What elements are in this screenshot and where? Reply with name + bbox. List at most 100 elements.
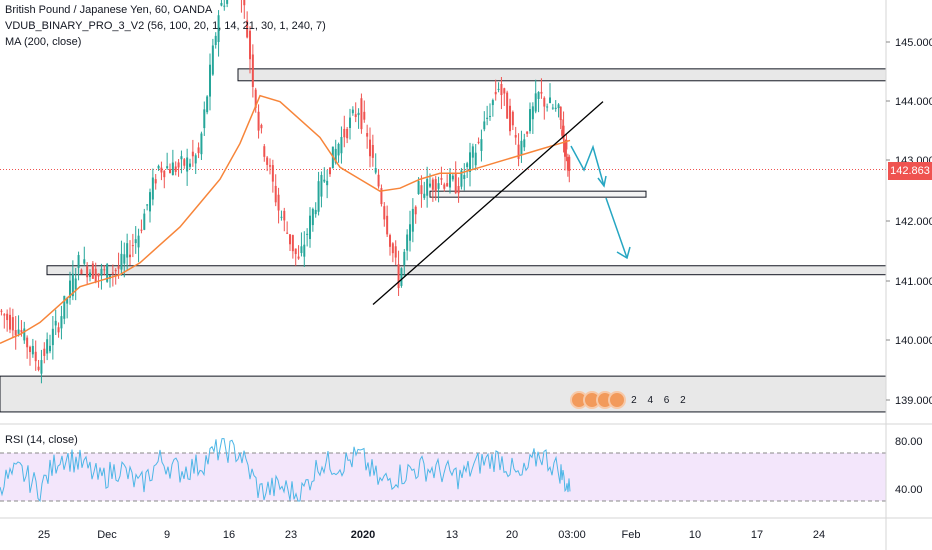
- candle-body: [357, 112, 360, 116]
- candle-body: [534, 93, 537, 112]
- candle-body: [77, 255, 80, 268]
- candle-body: [214, 35, 217, 45]
- indicator-vdub-label: VDUB_BINARY_PRO_3_V2 (56, 100, 20, 1, 14…: [5, 20, 326, 32]
- candle-body: [494, 91, 497, 95]
- candle-body: [57, 327, 60, 333]
- projection-arrow-path[interactable]: [605, 197, 628, 259]
- candle-body: [269, 165, 271, 167]
- rsi-tick-label: 40.00: [895, 484, 923, 496]
- candle-body: [546, 106, 549, 108]
- indicator-ma-label: MA (200, close): [5, 36, 82, 48]
- candle-body: [297, 256, 300, 259]
- time-tick-label: 9: [164, 529, 170, 541]
- time-tick-label: Dec: [97, 529, 117, 541]
- candle-body: [191, 151, 194, 157]
- event-badges[interactable]: 2 4 6 2: [570, 391, 690, 409]
- candle-body: [263, 146, 266, 157]
- candle-body: [11, 317, 14, 331]
- candle-body: [511, 111, 514, 126]
- candle-body: [460, 170, 463, 187]
- candle-body: [226, 0, 229, 4]
- candle-body: [311, 208, 314, 226]
- candle-body: [463, 175, 466, 180]
- candle-body: [469, 152, 471, 172]
- current-price-tag: 142.863: [888, 162, 932, 180]
- candle-body: [286, 232, 289, 234]
- sr-zone[interactable]: [237, 68, 887, 82]
- candle-body: [60, 316, 63, 329]
- trendline[interactable]: [372, 101, 604, 306]
- candle-body: [309, 215, 311, 239]
- candle-body: [157, 165, 160, 169]
- price-tick-label: 141.000: [895, 276, 932, 288]
- candle-body: [197, 147, 200, 154]
- candle-body: [383, 206, 386, 220]
- candle-body: [446, 183, 449, 187]
- candle-body: [71, 273, 74, 297]
- candle-body: [143, 213, 146, 230]
- candle-body: [80, 269, 83, 275]
- candle-body: [391, 243, 394, 254]
- candle-body: [329, 167, 331, 175]
- sr-zone[interactable]: [0, 375, 887, 413]
- candle-body: [163, 170, 166, 178]
- candle-body: [314, 209, 317, 215]
- candle-body: [146, 204, 149, 206]
- chart-legend: British Pound / Japanese Yen, 60, OANDA …: [5, 2, 326, 50]
- projection-arrow-path[interactable]: [570, 144, 605, 187]
- candle-body: [23, 328, 26, 341]
- candle-body: [177, 162, 180, 168]
- candle-body: [86, 266, 89, 278]
- candle-body: [531, 106, 534, 120]
- candle-body: [557, 104, 560, 109]
- candle-body: [564, 140, 566, 157]
- candle-body: [134, 239, 137, 244]
- candle-body: [66, 298, 69, 304]
- candle-body: [320, 174, 323, 197]
- candle-body: [454, 173, 457, 194]
- candle-body: [137, 235, 140, 248]
- candle-body: [123, 254, 126, 264]
- candle-body: [523, 139, 526, 148]
- candle-body: [131, 245, 134, 247]
- candle-body: [194, 155, 197, 164]
- candle-body: [54, 320, 57, 326]
- candle-body: [254, 89, 257, 108]
- candle-body: [117, 266, 120, 269]
- rsi-legend: RSI (14, close): [5, 434, 78, 446]
- candle-body: [43, 348, 46, 356]
- candle-body: [363, 111, 366, 120]
- candle-body: [249, 30, 251, 60]
- candle-body: [91, 263, 94, 279]
- candle-body: [509, 105, 511, 132]
- candle-body: [326, 180, 329, 186]
- sr-zone[interactable]: [46, 265, 887, 276]
- candle-body: [140, 229, 143, 231]
- candle-body: [220, 2, 223, 6]
- candle-body: [377, 174, 380, 187]
- time-tick-label: 23: [285, 529, 297, 541]
- candle-body: [497, 88, 500, 90]
- sr-zone[interactable]: [429, 190, 647, 198]
- time-tick-label: 20: [506, 529, 518, 541]
- candle-body: [503, 88, 506, 94]
- candle-body: [217, 15, 220, 43]
- time-tick-label: 16: [223, 529, 235, 541]
- candle-body: [417, 181, 420, 194]
- candle-body: [346, 128, 349, 139]
- candle-body: [374, 168, 377, 173]
- candle-body: [26, 337, 29, 348]
- candle-body: [186, 157, 189, 172]
- candle-body: [565, 139, 568, 150]
- candle-body: [40, 360, 43, 374]
- candle-body: [380, 188, 383, 205]
- candle-body: [303, 244, 306, 257]
- candle-body: [49, 345, 51, 352]
- candle-body: [451, 175, 454, 180]
- candle-body: [500, 84, 503, 96]
- candle-body: [411, 208, 414, 232]
- candle-body: [551, 107, 554, 109]
- candle-body: [343, 128, 346, 138]
